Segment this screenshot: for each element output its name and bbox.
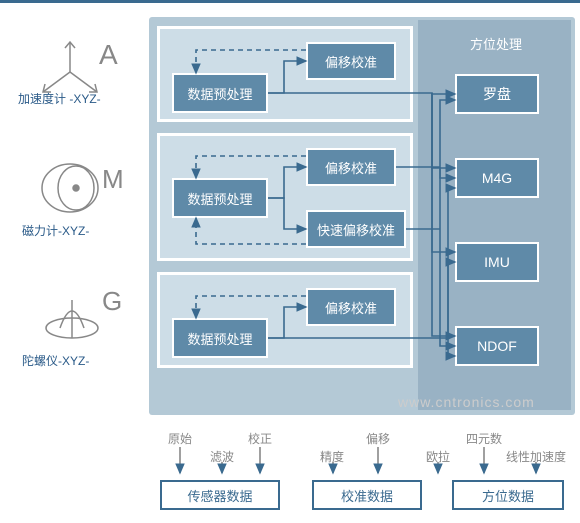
- cat-r1c3: 偏移: [366, 430, 390, 447]
- node-pre3: 数据预处理: [172, 318, 268, 358]
- node-m4g: M4G: [455, 158, 539, 198]
- node-compass: 罗盘: [455, 74, 539, 114]
- cat-r2c3: 欧拉: [426, 448, 450, 465]
- output-sensor: 传感器数据: [160, 480, 280, 510]
- svg-text:A: A: [99, 39, 118, 70]
- gyro-icon: G: [30, 280, 130, 360]
- node-fast2: 快速偏移校准: [306, 210, 406, 248]
- gyro-label: 陀螺仪-XYZ-: [22, 352, 89, 369]
- output-orient: 方位数据: [452, 480, 564, 510]
- node-imu: IMU: [455, 242, 539, 282]
- node-pre2: 数据预处理: [172, 178, 268, 218]
- svg-text:G: G: [102, 286, 122, 316]
- cat-r2c4: 线性加速度: [506, 448, 566, 465]
- cat-r2c1: 滤波: [210, 448, 234, 465]
- output-calib: 校准数据: [312, 480, 422, 510]
- node-ndof: NDOF: [455, 326, 539, 366]
- cat-r1c4: 四元数: [466, 430, 502, 447]
- mag-label: 磁力计-XYZ-: [22, 222, 89, 239]
- node-off3: 偏移校准: [306, 288, 396, 326]
- node-off2: 偏移校准: [306, 148, 396, 186]
- cat-r2c2: 精度: [320, 448, 344, 465]
- accel-label: 加速度计 -XYZ-: [18, 90, 101, 107]
- orient-title: 方位处理: [470, 34, 522, 53]
- mag-icon: M: [30, 150, 130, 230]
- diagram-canvas: A 加速度计 -XYZ- M 磁力计-XYZ- G 陀螺仪-XYZ- 方位处理 …: [0, 0, 580, 523]
- cat-r1c1: 原始: [168, 430, 192, 447]
- cat-r1c2: 校正: [248, 430, 272, 447]
- node-pre1: 数据预处理: [172, 73, 268, 113]
- watermark: www.cntronics.com: [398, 394, 535, 410]
- top-divider: [0, 0, 580, 3]
- node-off1: 偏移校准: [306, 42, 396, 80]
- svg-text:M: M: [102, 164, 124, 194]
